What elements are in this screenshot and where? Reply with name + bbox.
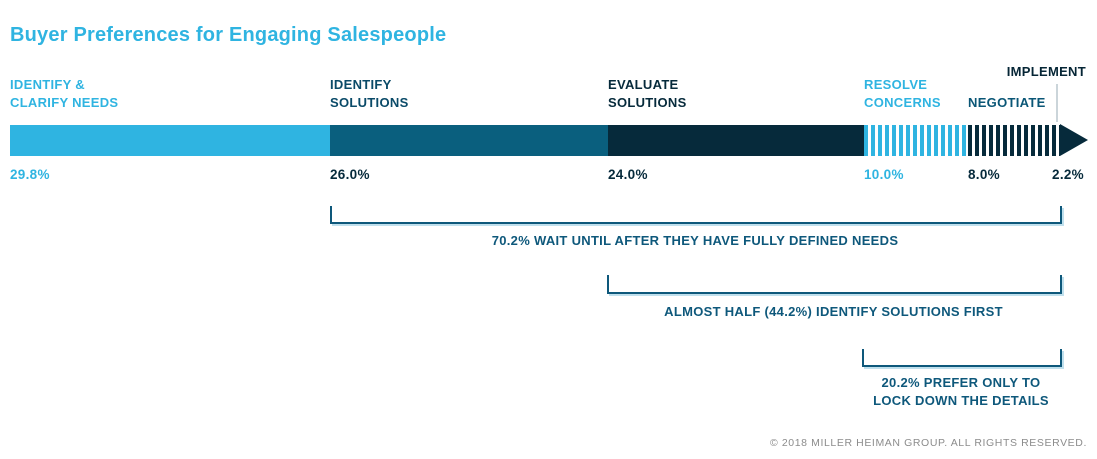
chart-title: Buyer Preferences for Engaging Salespeop… [10,24,447,46]
stage-label-implement: IMPLEMENT [1006,64,1086,79]
annotation-70-percent: 70.2% WAIT UNTIL AFTER THEY HAVE FULLY D… [491,233,899,248]
annotation-20-percent: 20.2% PREFER ONLY TO LOCK DOWN THE DETAI… [873,375,1049,408]
bar-segment-resolve-concerns-striped [864,125,968,156]
bar-segment-identify-clarify-needs [10,125,330,156]
bracket-70-percent [330,206,1062,224]
stage-label-identify-clarify-needs: IDENTIFY & CLARIFY NEEDS [10,77,119,111]
value-label-identify-clarify-needs: 29.8% [10,167,50,182]
value-label-negotiate: 8.0% [968,167,1000,182]
bracket-20-percent [862,349,1062,367]
stage-label-identify-solutions: IDENTIFY SOLUTIONS [330,77,409,111]
value-label-identify-solutions: 26.0% [330,167,370,182]
annotation-44-percent: ALMOST HALF (44.2%) IDENTIFY SOLUTIONS F… [664,304,1003,319]
bar-arrowhead-implement-icon [1060,124,1088,156]
value-label-resolve-concerns: 10.0% [864,167,904,182]
value-label-implement: 2.2% [1052,167,1084,182]
bar-segment-evaluate-solutions [608,125,864,156]
stage-label-negotiate: NEGOTIATE [968,95,1046,111]
bar-segment-negotiate-striped [968,125,1060,156]
value-label-evaluate-solutions: 24.0% [608,167,648,182]
implement-divider-line [1056,84,1058,122]
bracket-44-percent [607,275,1062,294]
stage-label-evaluate-solutions: EVALUATE SOLUTIONS [608,77,687,111]
stage-label-resolve-concerns: RESOLVE CONCERNS [864,77,941,111]
bar-segment-identify-solutions [330,125,608,156]
copyright-text: © 2018 MILLER HEIMAN GROUP. ALL RIGHTS R… [769,437,1087,449]
